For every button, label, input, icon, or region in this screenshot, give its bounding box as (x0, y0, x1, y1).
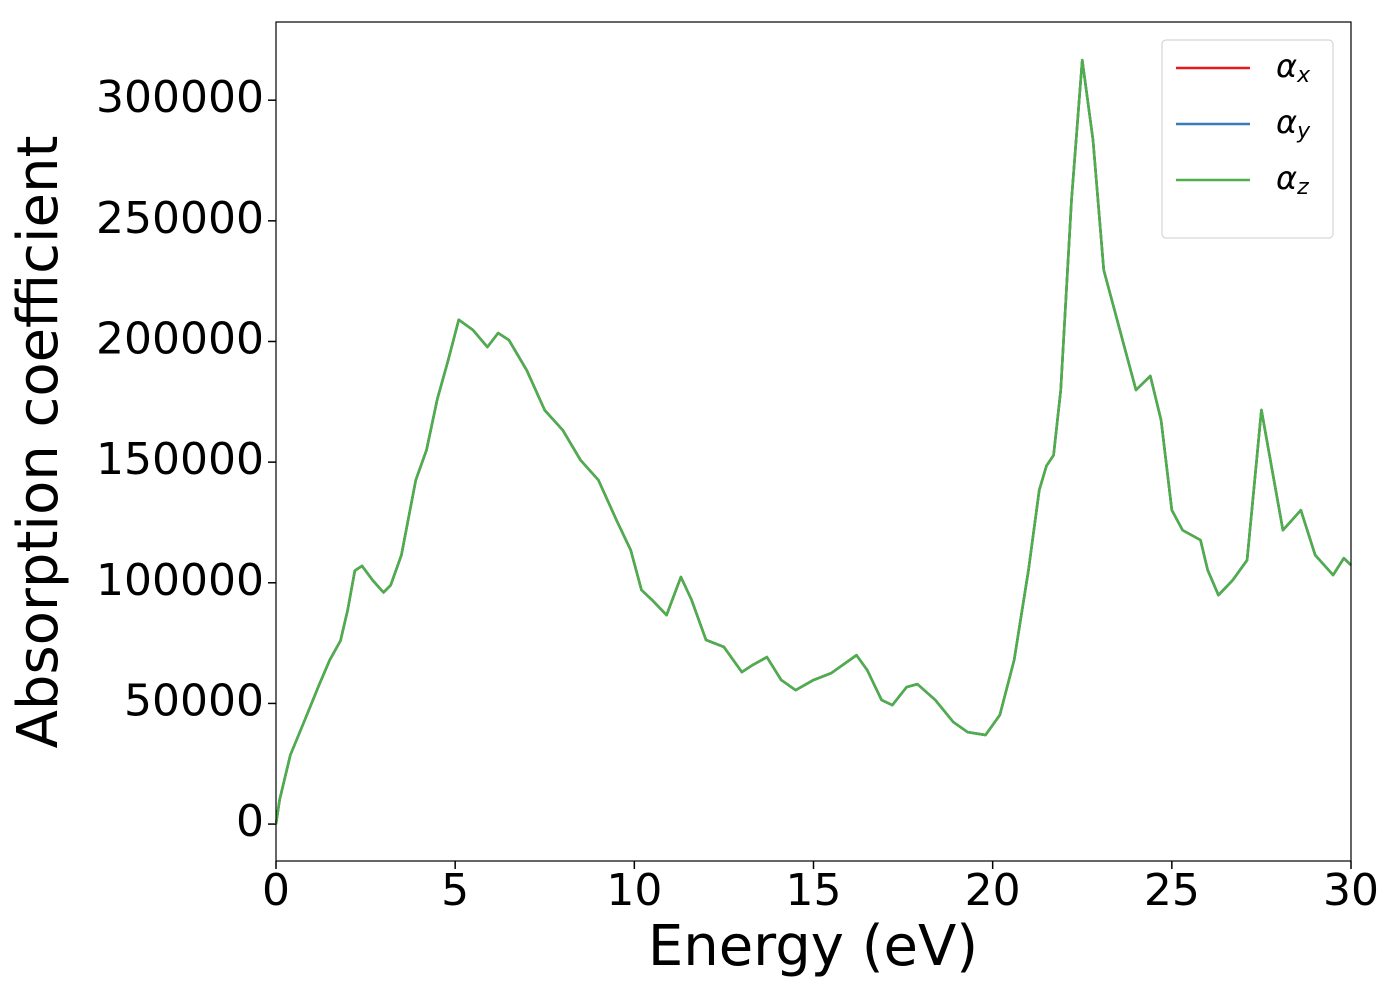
y-tick-label: 200000 (96, 313, 264, 364)
plot-frame (275, 21, 1352, 862)
x-tick-label: 5 (441, 865, 469, 916)
legend-label: αz (1276, 159, 1309, 200)
x-tick-label: 0 (262, 865, 290, 916)
x-tick-label: 10 (606, 865, 662, 916)
legend-label: αx (1276, 47, 1311, 88)
y-tick-label: 0 (236, 796, 264, 847)
y-tick-label: 150000 (96, 434, 264, 485)
x-tick-label: 30 (1323, 865, 1379, 916)
y-tick-label: 300000 (96, 72, 264, 123)
y-tick-label: 100000 (96, 555, 264, 606)
x-tick-label: 15 (786, 865, 842, 916)
x-axis-label: Energy (eV) (648, 914, 978, 979)
y-tick-label: 250000 (96, 193, 264, 244)
data-line (274, 58, 1352, 825)
y-tick-label: 50000 (124, 675, 264, 726)
legend-label: αy (1276, 103, 1311, 144)
x-tick-label: 20 (965, 865, 1021, 916)
x-tick-label: 25 (1144, 865, 1200, 916)
y-axis-label: Absorption coefficient (6, 136, 71, 749)
legend-box (1161, 39, 1334, 239)
